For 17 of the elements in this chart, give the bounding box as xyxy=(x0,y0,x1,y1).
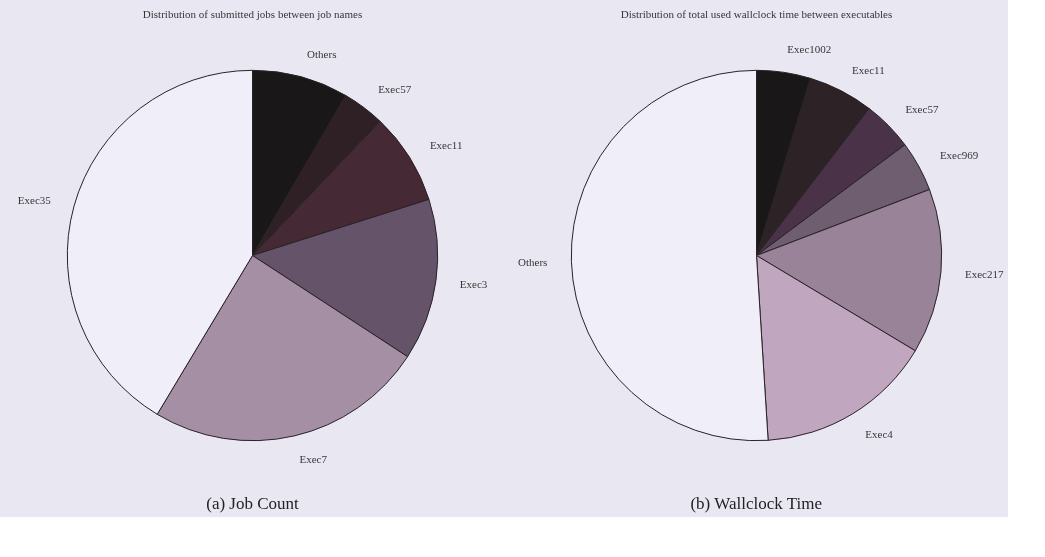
slice-label: Exec11 xyxy=(429,138,463,151)
slice-label: Exec57 xyxy=(378,82,412,95)
chart-title: Distribution of total used wallclock time between executables xyxy=(620,7,893,20)
slice-label: Exec4 xyxy=(865,427,894,440)
slice-label: Exec217 xyxy=(964,267,1004,280)
text: (a) Job Count xyxy=(206,493,300,513)
slice-label: Exec1002 xyxy=(787,42,832,55)
slice-label: Exec57 xyxy=(905,102,939,115)
slice-label: Exec969 xyxy=(939,148,979,161)
slice-label: Exec11 xyxy=(852,63,885,76)
text: (b) Wallclock Time xyxy=(690,493,822,513)
slice-label: Exec7 xyxy=(299,453,328,465)
slice-label: Exec3 xyxy=(459,277,488,290)
slice-label: Others xyxy=(518,256,548,269)
slice-label: Others xyxy=(307,47,337,60)
slice-label: Exec35 xyxy=(17,193,52,206)
chart-title: Distribution of submitted jobs between job names xyxy=(142,7,363,20)
